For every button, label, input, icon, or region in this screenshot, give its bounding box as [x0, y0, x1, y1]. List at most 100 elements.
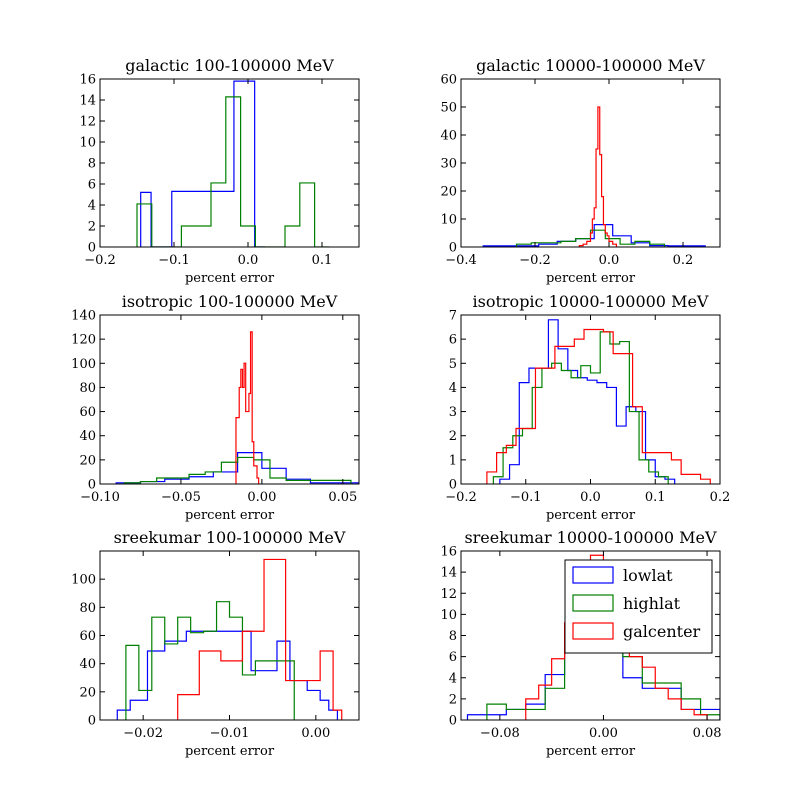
histogram-lowlat-series	[116, 630, 339, 720]
x-tick-label: 0.2	[710, 490, 731, 505]
y-tick-label: 0	[449, 241, 457, 256]
y-tick-label: 50	[440, 101, 457, 116]
x-tick-label: −0.2	[519, 253, 551, 268]
histogram-galcenter-series	[177, 558, 343, 720]
y-tick-label: 60	[79, 405, 96, 420]
legend-label-galcenter: galcenter	[623, 622, 701, 641]
y-tick-label: 60	[79, 629, 96, 644]
y-tick-label: 10	[79, 136, 96, 151]
chart-title: galactic 100-100000 MeV	[125, 56, 334, 75]
y-tick-label: 30	[440, 157, 457, 172]
y-tick-label: 2	[449, 429, 457, 444]
y-tick-label: 16	[440, 545, 457, 560]
chart-title: isotropic 100-100000 MeV	[122, 292, 338, 311]
y-tick-label: 10	[440, 213, 457, 228]
y-tick-label: 4	[449, 671, 457, 686]
y-tick-label: 60	[440, 73, 457, 88]
chart-title: sreekumar 100-100000 MeV	[114, 528, 346, 547]
legend-swatch-lowlat	[572, 566, 614, 584]
y-tick-label: 0	[88, 241, 96, 256]
y-tick-label: 1	[449, 453, 457, 468]
y-tick-label: 2	[88, 220, 96, 235]
x-tick-label: −0.4	[445, 253, 477, 268]
x-tick-label: −0.05	[161, 490, 201, 505]
x-tick-label: −0.1	[158, 253, 190, 268]
y-tick-label: 4	[88, 199, 96, 214]
histogram-lowlat-series	[140, 80, 266, 247]
x-tick-label: 0.0	[580, 490, 601, 505]
histogram-highlat-series	[515, 229, 666, 247]
y-tick-label: 12	[440, 587, 457, 602]
y-tick-label: 6	[449, 650, 457, 665]
y-tick-label: 40	[79, 657, 96, 672]
y-tick-label: 0	[449, 714, 457, 729]
histogram-highlat-series	[125, 601, 295, 720]
y-tick-label: 80	[79, 381, 96, 396]
y-tick-label: 4	[449, 381, 457, 396]
y-tick-label: 0	[88, 714, 96, 729]
y-tick-label: 6	[449, 333, 457, 348]
histogram-galcenter-series	[235, 331, 260, 484]
histogram-lowlat-series	[482, 224, 706, 247]
x-tick-label: −0.2	[84, 253, 116, 268]
x-tick-label: −0.08	[480, 726, 520, 741]
x-tick-label: 0.00	[589, 726, 618, 741]
y-tick-label: 140	[71, 309, 96, 324]
panel-1: −0.2 −0.1 0.0 0.1 0 2 4 6 8 10 12 14 16 galactic 100-…	[79, 56, 360, 286]
legend-swatch-galcenter	[572, 622, 614, 640]
y-tick-label: 100	[71, 357, 96, 372]
panel-5: −0.02 −0.01 0.00 0 20 40 60 80 100 sreekumar 100-…	[71, 528, 360, 759]
y-tick-label: 0	[449, 478, 457, 493]
x-axis-label: percent error	[546, 271, 636, 286]
histogram-galcenter-series	[486, 328, 711, 484]
axes-frame	[99, 314, 360, 485]
histogram-highlat-series	[123, 456, 352, 484]
y-tick-label: 7	[449, 309, 457, 324]
y-tick-label: 6	[88, 178, 96, 193]
chart-title: sreekumar 10000-100000 MeV	[464, 528, 717, 547]
x-tick-label: 0.05	[328, 490, 357, 505]
y-tick-label: 10	[440, 608, 457, 623]
x-tick-label: 0.2	[673, 253, 694, 268]
y-tick-label: 14	[440, 566, 457, 581]
y-tick-label: 20	[79, 453, 96, 468]
x-tick-label: −0.10	[80, 490, 120, 505]
panel-2: −0.4 −0.2 0.0 0.2 0 10 20 30 40 50 60 galactic 1000…	[440, 56, 721, 286]
x-tick-label: 0.1	[645, 490, 666, 505]
y-tick-label: 16	[79, 73, 96, 88]
y-tick-label: 5	[449, 357, 457, 372]
legend-box	[564, 559, 713, 654]
y-tick-label: 3	[449, 405, 457, 420]
histogram-galcenter-series	[578, 106, 617, 247]
panel-6: −0.08 0.00 0.08 0 2 4 6 8 10 12 14 16 sreekumar 1000…	[440, 528, 721, 759]
legend-label-lowlat: lowlat	[623, 566, 673, 585]
y-tick-label: 40	[79, 429, 96, 444]
x-tick-label: 0.08	[693, 726, 722, 741]
y-tick-label: 8	[88, 157, 96, 172]
chart-title: isotropic 10000-100000 MeV	[473, 292, 709, 311]
legend-label-highlat: highlat	[623, 594, 681, 613]
x-axis-label: percent error	[546, 508, 636, 523]
histogram-highlat-series	[492, 331, 669, 484]
legend-swatch-highlat	[572, 594, 614, 612]
panel-3: −0.10 −0.05 0.00 0.05 0 20 40 60 80 100 120 140 isot…	[71, 292, 360, 523]
x-tick-label: 0.0	[599, 253, 620, 268]
x-tick-label: 0.00	[247, 490, 276, 505]
x-tick-label: −0.1	[510, 490, 542, 505]
y-tick-label: 40	[440, 129, 457, 144]
legend: lowlat highlat galcenter	[564, 559, 713, 654]
y-tick-label: 100	[71, 573, 96, 588]
x-axis-label: percent error	[185, 271, 275, 286]
x-axis-label: percent error	[185, 508, 275, 523]
panel-4: −0.2 −0.1 0.0 0.1 0.2 0 1 2 3 4 5 6 7 isotropic 10000…	[445, 292, 730, 523]
x-tick-label: 0.1	[312, 253, 333, 268]
y-tick-label: 8	[449, 629, 457, 644]
x-tick-label: 0.00	[301, 726, 330, 741]
y-tick-label: 20	[440, 185, 457, 200]
y-tick-label: 20	[79, 685, 96, 700]
x-axis-label: percent error	[546, 744, 636, 759]
chart-title: galactic 10000-100000 MeV	[476, 56, 705, 75]
